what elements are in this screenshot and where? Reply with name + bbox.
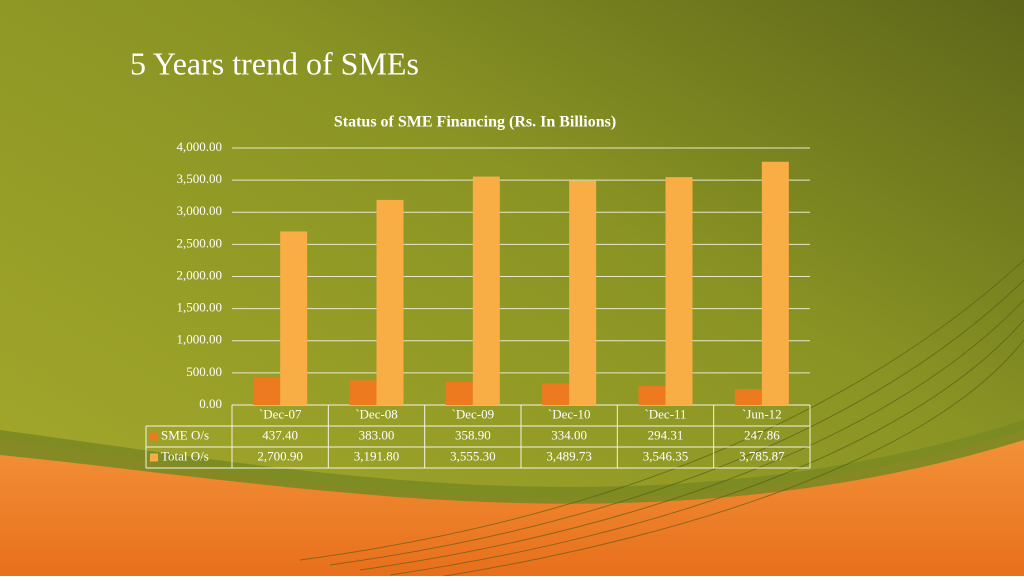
- bar: [472, 176, 500, 405]
- legend-label: SME O/s: [161, 427, 209, 442]
- table-value: 2,700.90: [257, 448, 303, 463]
- bar: [542, 383, 570, 405]
- bar: [665, 177, 693, 405]
- bar: [734, 389, 762, 405]
- table-value: 358.90: [455, 427, 491, 442]
- bar: [280, 231, 308, 405]
- y-tick-label: 1,500.00: [177, 300, 223, 315]
- bar: [761, 161, 789, 405]
- orange-band: [0, 430, 1024, 576]
- y-tick-label: 2,000.00: [177, 267, 223, 282]
- x-tick-label: `Dec-07: [259, 406, 302, 421]
- table-value: 437.40: [262, 427, 298, 442]
- y-tick-label: 0.00: [199, 396, 222, 411]
- green-wave: [0, 420, 1024, 504]
- x-tick-label: `Dec-09: [452, 406, 495, 421]
- table-value: 383.00: [359, 427, 395, 442]
- y-tick-label: 500.00: [186, 364, 222, 379]
- x-tick-label: `Jun-12: [742, 406, 782, 421]
- table-value: 247.86: [744, 427, 780, 442]
- table-value: 3,785.87: [739, 448, 785, 463]
- bar: [253, 376, 281, 405]
- table-value: 3,489.73: [546, 448, 592, 463]
- table-value: 3,191.80: [354, 448, 400, 463]
- x-tick-label: `Dec-08: [355, 406, 398, 421]
- chart-title: Status of SME Financing (Rs. In Billions…: [334, 114, 616, 131]
- x-tick-label: `Dec-11: [644, 406, 686, 421]
- table-value: 3,555.30: [450, 448, 496, 463]
- legend-label: Total O/s: [161, 448, 209, 463]
- bar: [569, 180, 597, 405]
- bar: [349, 380, 377, 405]
- legend-swatch: [150, 432, 158, 441]
- table-value: 3,546.35: [643, 448, 689, 463]
- y-tick-label: 2,500.00: [177, 235, 223, 250]
- y-tick-label: 4,000.00: [177, 139, 223, 154]
- slide-title: 5 Years trend of SMEs: [130, 45, 419, 81]
- decor-lines: [299, 259, 1024, 581]
- table-value: 294.31: [648, 427, 684, 442]
- legend-swatch: [150, 453, 158, 462]
- table-value: 334.00: [551, 427, 587, 442]
- bar: [638, 386, 666, 405]
- y-tick-label: 3,500.00: [177, 171, 223, 186]
- y-tick-label: 3,000.00: [177, 203, 223, 218]
- x-tick-label: `Dec-10: [548, 406, 591, 421]
- bar: [376, 199, 404, 405]
- y-tick-label: 1,000.00: [177, 332, 223, 347]
- bar: [445, 381, 473, 405]
